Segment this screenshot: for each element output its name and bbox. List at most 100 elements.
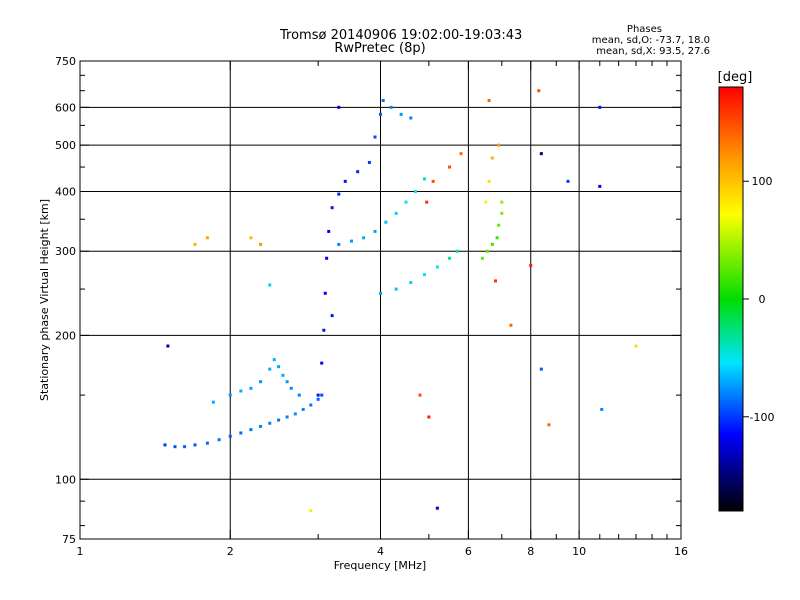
colorbar-ticks: 100 0 -100 xyxy=(743,175,774,424)
data-point-s4-3 xyxy=(422,273,426,277)
y-tick-label-75: 75 xyxy=(62,533,76,546)
grid-lines xyxy=(80,61,681,539)
data-point-s2-9 xyxy=(356,170,360,174)
data-point-s6-8 xyxy=(418,393,422,397)
data-point-s3-4 xyxy=(384,220,388,224)
data-point-s2-16 xyxy=(409,116,413,120)
data-point-s6-13 xyxy=(509,323,513,327)
data-point-s4-2 xyxy=(409,281,413,285)
y-tick-label-300: 300 xyxy=(55,245,76,258)
data-point-s6-2 xyxy=(205,236,209,240)
data-point-s0-0 xyxy=(163,443,167,447)
data-point-s0-8 xyxy=(249,428,253,432)
data-point-s5-8 xyxy=(490,156,494,160)
y-tick-label-500: 500 xyxy=(55,139,76,152)
y-tick-label-600: 600 xyxy=(55,101,76,114)
data-point-s0-14 xyxy=(301,407,305,411)
data-point-s6-21 xyxy=(634,344,638,348)
data-point-s6-22 xyxy=(494,279,498,283)
data-point-s3-5 xyxy=(394,211,398,215)
data-point-s0-11 xyxy=(277,418,281,422)
data-point-s6-19 xyxy=(598,184,602,188)
colorbar-tick-label-100: 100 xyxy=(752,175,773,188)
data-point-s1-1 xyxy=(228,393,232,397)
data-point-s6-18 xyxy=(598,105,602,109)
data-point-s5-11 xyxy=(448,165,452,169)
data-point-s6-4 xyxy=(259,242,263,246)
data-point-s4-4 xyxy=(435,265,439,269)
x-tick-label-6: 6 xyxy=(465,545,472,558)
data-point-s5-10 xyxy=(459,152,463,156)
data-point-s6-17 xyxy=(566,179,570,183)
data-point-s5-5 xyxy=(500,211,504,215)
data-point-s6-11 xyxy=(309,509,313,513)
data-point-s1-2 xyxy=(239,389,243,393)
data-point-s1-6 xyxy=(272,358,276,362)
x-tick-label-8: 8 xyxy=(527,545,534,558)
data-point-s1-5 xyxy=(268,367,272,371)
data-point-s4-5 xyxy=(448,256,452,260)
data-point-s5-2 xyxy=(490,242,494,246)
chart-subtitle: RwPretec (8p) xyxy=(334,41,426,56)
data-point-s6-24 xyxy=(539,367,543,371)
data-point-s1-9 xyxy=(285,380,289,384)
data-point-s6-12 xyxy=(484,200,488,204)
data-point-s3-0 xyxy=(337,242,341,246)
data-point-s0-17 xyxy=(320,393,324,397)
data-point-s6-20 xyxy=(600,407,604,411)
data-point-s5-0 xyxy=(480,256,484,260)
data-point-s2-6 xyxy=(330,206,334,210)
y-axis-ticks: 75 100 200 300 400 500 600 750 xyxy=(55,55,681,546)
data-point-s0-1 xyxy=(173,445,177,449)
data-point-s2-3 xyxy=(323,291,327,295)
data-point-s0-15 xyxy=(309,403,313,407)
data-point-s3-2 xyxy=(362,236,366,240)
data-point-s5-13 xyxy=(425,200,429,204)
colorbar-label: [deg] xyxy=(718,70,753,85)
data-point-s6-6 xyxy=(337,105,341,109)
data-point-s1-11 xyxy=(297,393,301,397)
data-point-s1-4 xyxy=(259,380,263,384)
data-point-s2-2 xyxy=(322,328,326,332)
data-point-s2-14 xyxy=(389,105,393,109)
data-point-s6-14 xyxy=(537,89,541,93)
data-point-s0-6 xyxy=(228,434,232,438)
data-point-s5-4 xyxy=(497,223,501,227)
data-point-s6-5 xyxy=(268,283,272,287)
y-tick-label-200: 200 xyxy=(55,329,76,342)
data-point-s2-4 xyxy=(325,256,329,260)
data-points xyxy=(163,89,638,513)
x-tick-label-2: 2 xyxy=(227,545,234,558)
data-point-s6-23 xyxy=(529,264,533,268)
data-point-s2-15 xyxy=(399,112,403,116)
data-point-s6-0 xyxy=(166,344,170,348)
x-tick-label-1: 1 xyxy=(77,545,84,558)
data-point-s2-11 xyxy=(373,135,377,139)
data-point-s2-10 xyxy=(367,160,371,164)
data-point-s3-3 xyxy=(373,229,377,233)
y-axis-label: Stationary phase Virtual Height [km] xyxy=(38,199,51,401)
colorbar xyxy=(718,86,744,512)
phase-stats: Phases mean, sd,O: -73.7, 18.0 mean, sd,… xyxy=(560,24,710,57)
x-tick-label-16: 16 xyxy=(674,545,688,558)
data-point-s0-2 xyxy=(183,445,187,449)
data-point-s2-1 xyxy=(320,361,324,365)
data-point-s0-9 xyxy=(259,424,263,428)
data-point-s0-5 xyxy=(217,438,221,442)
y-tick-label-100: 100 xyxy=(55,473,76,486)
data-point-s5-6 xyxy=(500,200,504,204)
y-tick-label-400: 400 xyxy=(55,185,76,198)
data-point-s5-3 xyxy=(495,236,499,240)
data-point-s3-7 xyxy=(413,189,417,193)
x-tick-label-4: 4 xyxy=(377,545,384,558)
data-point-s0-16 xyxy=(316,397,320,401)
phase-stats-o: mean, sd,O: -73.7, 18.0 xyxy=(591,35,710,46)
data-point-s6-3 xyxy=(249,236,253,240)
y-tick-label-750: 750 xyxy=(55,55,76,68)
data-point-s6-1 xyxy=(193,242,197,246)
data-point-s6-10 xyxy=(435,506,439,510)
data-point-s4-0 xyxy=(379,291,382,295)
data-point-s0-13 xyxy=(293,412,297,416)
data-point-s6-15 xyxy=(539,152,543,156)
data-point-s5-9 xyxy=(497,143,501,147)
